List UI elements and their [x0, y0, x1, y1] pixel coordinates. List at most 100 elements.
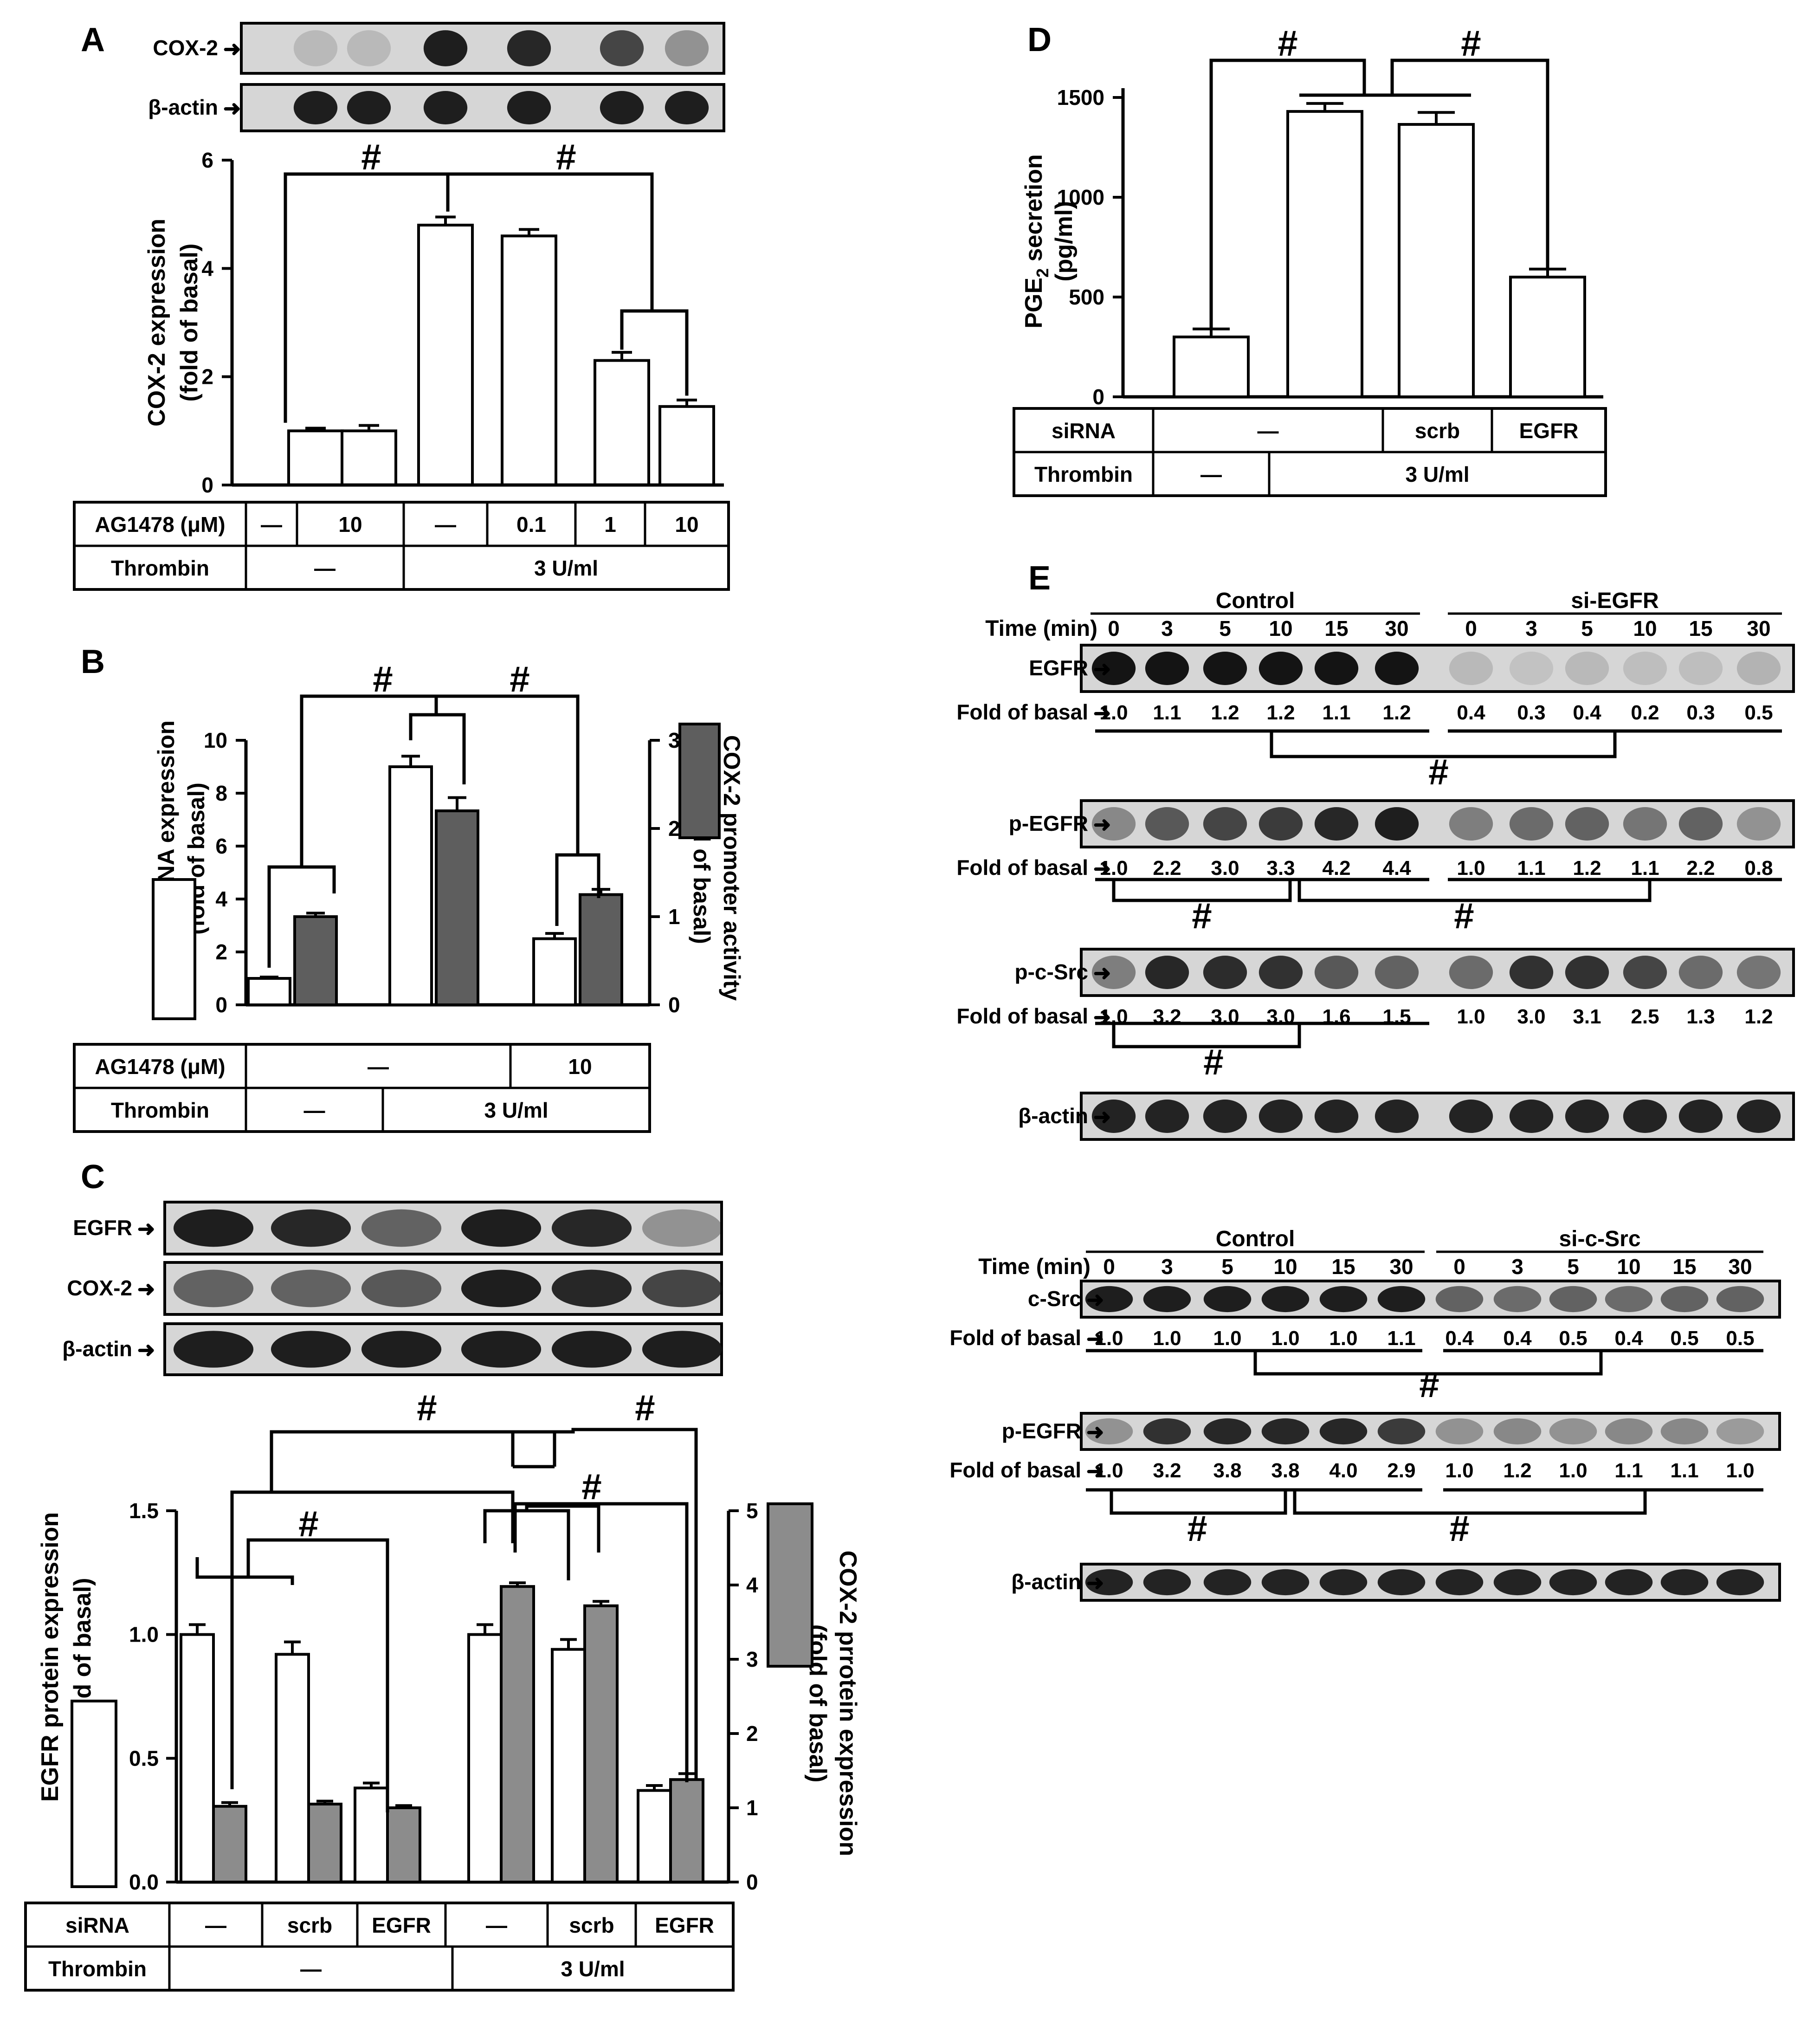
panel-e-fold-value: 3.1: [1573, 1005, 1601, 1028]
panel-a-actin-band: [423, 91, 468, 124]
panel-e-time-label: Time (min): [985, 616, 1097, 641]
panel-c-egfr-bar: [637, 1789, 672, 1884]
panel-d-y-label-main: PGE: [1020, 278, 1047, 329]
panel-e-time-value: 3: [1161, 1255, 1173, 1279]
panel-b-right-tick-label: 0: [668, 993, 680, 1017]
panel-d-table-row-label: siRNA: [1052, 419, 1116, 443]
significance-mark: #: [1449, 1508, 1469, 1549]
panel-e-time-value: 3: [1511, 1255, 1523, 1279]
panel-a-y-tick-label: 2: [201, 365, 213, 389]
panel-e-fold-value: 1.0: [1726, 1459, 1754, 1482]
panel-e-fold-value: 0.2: [1631, 701, 1659, 724]
panel-c-cox2-arrow: ➜: [137, 1277, 155, 1301]
panel-e-time-value: 5: [1221, 1255, 1233, 1279]
panel-c-table-cell: scrb: [287, 1913, 332, 1937]
significance-mark: #: [1428, 751, 1448, 792]
panel-e-1-1-band: [1143, 1418, 1191, 1445]
panel-c-cox2-bar: [669, 1778, 704, 1883]
panel-e-0-1-band: [1565, 807, 1609, 841]
panel-e-1-2-band: [1261, 1569, 1310, 1596]
panel-e-fold-value: 3.8: [1213, 1459, 1241, 1482]
panel-c-right-y-label: COX-2 prrotein expression: [834, 1551, 861, 1857]
panel-e-fold-value: 3.0: [1211, 857, 1239, 880]
significance-mark: #: [635, 1387, 655, 1428]
panel-d-bar: [1398, 123, 1475, 398]
panel-b-left-tick-label: 0: [215, 993, 227, 1017]
panel-c-egfr-band: [642, 1209, 723, 1247]
panel-e-1-1-band: [1660, 1418, 1709, 1445]
panel-e-0-1-band: [1509, 807, 1554, 841]
panel-c-left-y-label: EGFR protein expression: [37, 1512, 64, 1802]
panel-e-fold-value: 2.2: [1153, 857, 1181, 880]
panel-c-right-tick-label: 0: [746, 1870, 758, 1894]
panel-e-fold-value: 1.1: [1517, 857, 1545, 880]
panel-a-table-cell: —: [435, 512, 456, 537]
panel-c-egfr-bar: [180, 1633, 215, 1884]
panel-c-cox2-bar: [212, 1805, 247, 1884]
panel-e-1-0-band: [1435, 1286, 1484, 1313]
panel-e-0-0-band: [1509, 652, 1554, 685]
panel-b-mrna-bar: [532, 937, 577, 1006]
panel-e-time-value: 15: [1672, 1255, 1696, 1279]
panel-e-0-2-band: [1678, 956, 1723, 989]
panel-e-0-2-band: [1736, 956, 1781, 989]
panel-a-y-tick-label: 0: [201, 473, 213, 497]
panel-e-1-1-band: [1716, 1418, 1764, 1445]
panel-e-letter: E: [1028, 560, 1051, 597]
panel-c-egfr-label: EGFR: [73, 1216, 132, 1240]
panel-e-1-2-band: [1319, 1569, 1368, 1596]
panel-e-1-0-arrow: ➜: [1086, 1287, 1104, 1312]
panel-e-fold-label: Fold of basal: [956, 1004, 1088, 1028]
panel-e-bracket: [1293, 1490, 1647, 1515]
panel-e-fold-value: 0.5: [1670, 1327, 1698, 1350]
panel-e-0-0-band: [1449, 652, 1493, 685]
panel-e-0-3-band: [1736, 1100, 1781, 1133]
panel-c-egfr-band: [361, 1209, 442, 1247]
panel-b-right-tick-label: 2: [668, 816, 680, 841]
panel-e-0-1-band: [1145, 807, 1189, 841]
panel-e-0-1-label: p-EGFR: [1009, 811, 1088, 835]
panel-e-0-0-arrow: ➜: [1093, 657, 1111, 681]
panel-a-actin-band: [665, 91, 709, 124]
panel-a-table-row-label: Thrombin: [111, 556, 209, 580]
panel-e-0-1-band: [1375, 807, 1419, 841]
panel-b-left-tick-label: 6: [215, 834, 227, 858]
panel-e-1-2-band: [1377, 1569, 1426, 1596]
panel-c-egfr-band: [271, 1209, 351, 1247]
panel-e-fold-value: 1.2: [1573, 857, 1601, 880]
panel-c-left-tick-label: 0.0: [129, 1870, 159, 1894]
significance-mark: #: [1278, 23, 1297, 64]
panel-e-0-0-band: [1091, 652, 1136, 685]
panel-e-1-2-band: [1203, 1569, 1252, 1596]
panel-c-letter: C: [81, 1158, 105, 1196]
panel-d-table-cell: EGFR: [1519, 419, 1579, 443]
panel-b-table-row-label: Thrombin: [111, 1098, 209, 1122]
panel-e-0-1-band: [1314, 807, 1359, 841]
panel-d-y-label: PGE2 secretion: [1020, 154, 1052, 329]
panel-e-fold-value: 1.1: [1322, 701, 1350, 724]
panel-e-0-2-band: [1623, 956, 1667, 989]
panel-e-bracket: [1253, 1351, 1603, 1376]
significance-mark: #: [298, 1503, 318, 1544]
panel-e-fold-value: 4.2: [1322, 857, 1350, 880]
panel-c-table-cell: scrb: [569, 1913, 614, 1937]
panel-b-bracket: [434, 694, 580, 855]
panel-e-0-3-band: [1203, 1100, 1247, 1133]
panel-e-fold-value: 0.3: [1686, 701, 1715, 724]
panel-e-fold-value: 3.2: [1153, 1459, 1181, 1482]
panel-a-y-tick-label: 4: [201, 256, 213, 280]
panel-e-time-value: 0: [1453, 1255, 1465, 1279]
panel-e-1-1-band: [1203, 1418, 1252, 1445]
panel-e-1-1-band: [1261, 1418, 1310, 1445]
panel-e-fold-value: 1.2: [1382, 701, 1411, 724]
panel-e-1-0-band: [1085, 1286, 1133, 1313]
panel-c-table-row-label: Thrombin: [48, 1957, 147, 1981]
panel-e-0-1-arrow: ➜: [1093, 812, 1111, 836]
panel-e-fold-value: 0.4: [1614, 1327, 1643, 1350]
panel-b-table-cell: 10: [568, 1055, 592, 1079]
panel-a-actin-arrow: ➜: [223, 96, 241, 120]
panel-e-0-0-band: [1375, 652, 1419, 685]
panel-e-1-0-band: [1549, 1286, 1597, 1313]
panel-c-table-cell: 3 U/ml: [561, 1957, 625, 1981]
